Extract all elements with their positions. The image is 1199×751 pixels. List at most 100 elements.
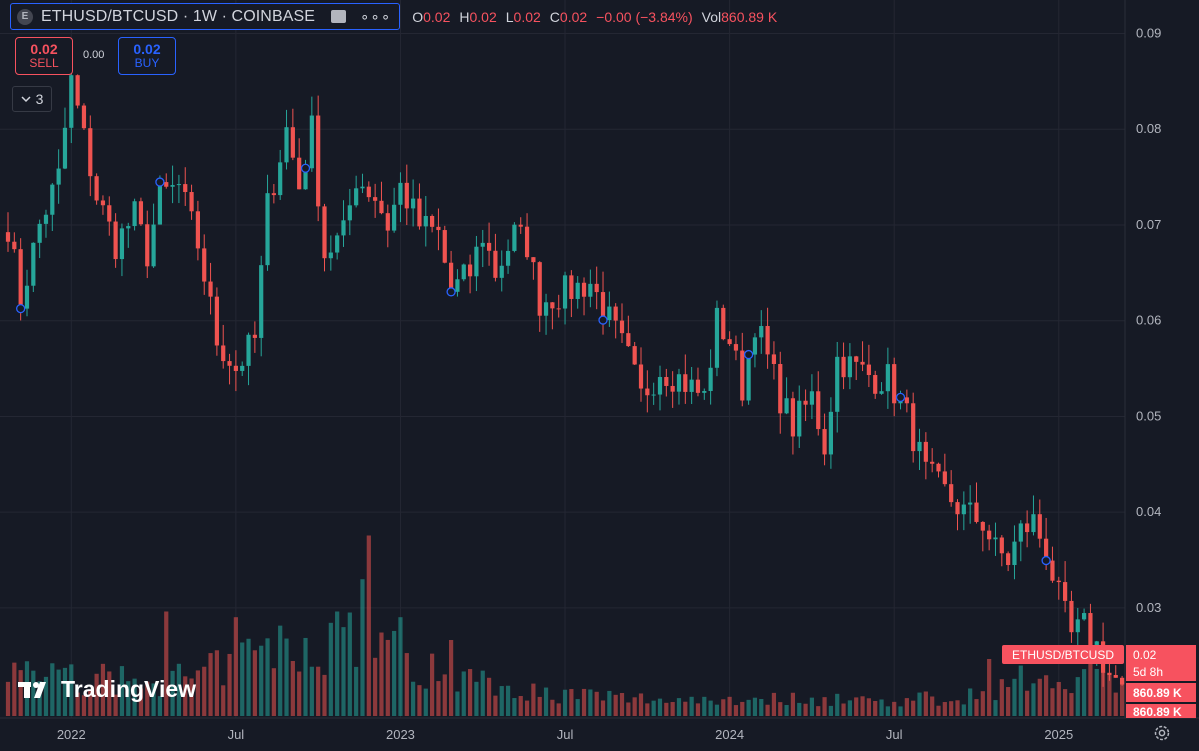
- hide-icon[interactable]: [331, 10, 347, 23]
- candle-body: [1018, 523, 1023, 542]
- candle-body: [746, 354, 751, 401]
- volume-bar: [518, 696, 523, 716]
- volume-bar: [486, 677, 492, 716]
- volume-bar: [423, 688, 428, 716]
- volume-bar: [512, 698, 517, 716]
- volume-bar: [1100, 671, 1106, 716]
- volume-bar: [936, 705, 941, 716]
- volume-bar: [5, 681, 11, 716]
- volume-bar: [505, 685, 511, 716]
- last-price-text: 0.02: [1133, 648, 1157, 662]
- volume-bar: [974, 699, 979, 716]
- volume-bar: [75, 692, 80, 716]
- candle-body: [607, 306, 612, 321]
- volume-bar: [537, 696, 542, 716]
- volume-bar: [670, 702, 675, 716]
- candle-body: [322, 206, 327, 259]
- candle-body: [366, 186, 371, 198]
- volume-bar: [31, 670, 36, 716]
- volume-bar: [88, 689, 93, 716]
- volume-bar: [449, 640, 454, 716]
- candle-body: [543, 302, 549, 316]
- volume-bar: [828, 705, 833, 716]
- price-tick-label: 0.06: [1136, 313, 1161, 328]
- candle-body: [461, 264, 466, 280]
- volume-bar: [1006, 687, 1011, 716]
- volume-bar: [1018, 665, 1023, 716]
- volume-bar: [543, 687, 549, 716]
- event-marker: [1041, 555, 1051, 566]
- candle-body: [202, 248, 207, 282]
- volume-bar: [917, 692, 922, 716]
- volume-bar: [993, 700, 998, 716]
- candle-body: [949, 484, 954, 503]
- symbol-title[interactable]: ETHUSD/BTCUSD · 1W · COINBASE: [41, 7, 316, 25]
- candle-body: [1031, 514, 1036, 533]
- volume-bar: [18, 670, 23, 716]
- volume-bar: [866, 698, 871, 716]
- indicators-toggle[interactable]: 3: [12, 86, 52, 112]
- candle-body: [347, 205, 352, 221]
- tradingview-watermark[interactable]: TradingView: [18, 676, 196, 703]
- volume-bar: [727, 696, 732, 716]
- candle-body: [778, 364, 783, 414]
- candle-body: [398, 182, 403, 205]
- volume-bar: [303, 637, 308, 716]
- gear-icon[interactable]: [1153, 724, 1171, 742]
- candle-body: [1088, 613, 1093, 647]
- volume-bar: [126, 681, 131, 716]
- volume-bars: [5, 535, 1125, 716]
- candle-body: [879, 391, 884, 394]
- volume-value-labels: 860.89 K 860.89 K: [1126, 683, 1196, 719]
- candle-body: [1037, 514, 1042, 539]
- candle-body: [493, 250, 498, 278]
- volume-bar: [892, 701, 897, 716]
- buy-button[interactable]: 0.02 BUY: [118, 37, 176, 75]
- volume-bar: [835, 693, 840, 716]
- candle-body: [335, 235, 340, 253]
- candle-body: [151, 224, 156, 267]
- sell-button[interactable]: 0.02 SELL: [15, 37, 73, 75]
- volume-bar: [923, 691, 928, 716]
- candle-body: [233, 365, 238, 371]
- candle-body: [176, 184, 182, 186]
- volume-bar: [240, 642, 245, 716]
- volume-bar: [562, 689, 568, 716]
- candle-body: [94, 176, 99, 201]
- candle-body: [240, 365, 245, 371]
- volume-bar: [360, 579, 365, 716]
- volume-bar: [467, 669, 473, 716]
- candle-body: [467, 264, 473, 277]
- time-tick-label: 2023: [386, 727, 415, 742]
- candle-body: [373, 197, 378, 201]
- volume-bar: [600, 700, 606, 716]
- volume-bar: [942, 702, 947, 716]
- volume-bar: [765, 704, 770, 716]
- volume-bar: [392, 630, 397, 716]
- volume-bar: [854, 697, 859, 716]
- last-price-label: 0.02 5d 8h: [1126, 645, 1196, 681]
- candle-body: [265, 193, 270, 266]
- volume-bar: [1107, 673, 1112, 716]
- volume-bar: [398, 617, 403, 716]
- candle-body: [664, 377, 669, 386]
- volume-bar: [246, 638, 251, 716]
- symbol-info-box[interactable]: E ETHUSD/BTCUSD · 1W · COINBASE ∘∘∘: [10, 3, 401, 30]
- event-marker: [895, 392, 906, 403]
- time-scale[interactable]: 2022 Jul 2023 Jul 2024 Jul 2025: [57, 727, 1073, 742]
- volume-bar: [37, 681, 42, 716]
- volume-bar: [550, 699, 555, 716]
- watermark-text: TradingView: [61, 676, 197, 702]
- more-options-icon[interactable]: ∘∘∘: [360, 8, 392, 26]
- candle-body: [189, 192, 194, 212]
- candle-body: [702, 391, 707, 393]
- candle-body: [1025, 523, 1030, 533]
- candle-body: [430, 216, 435, 227]
- candle-body: [309, 115, 314, 169]
- candle-body: [278, 162, 283, 196]
- candle-body: [1044, 538, 1049, 561]
- candle-body: [708, 367, 713, 392]
- price-scale[interactable]: 0.09 0.08 0.07 0.06 0.05 0.04 0.03: [1136, 26, 1161, 615]
- volume-bar: [145, 681, 150, 716]
